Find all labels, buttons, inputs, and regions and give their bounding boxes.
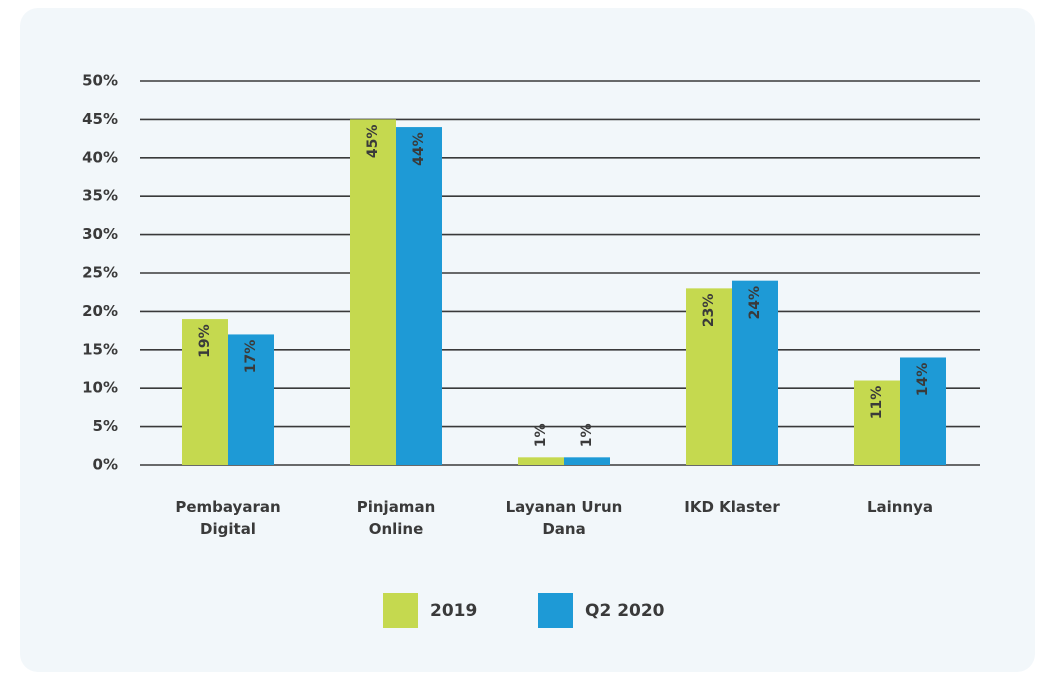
value-label: 14% xyxy=(915,363,931,397)
y-tick-label: 35% xyxy=(82,187,118,205)
bar xyxy=(350,119,396,466)
y-tick-label: 50% xyxy=(82,72,118,90)
x-tick-label: Pembayaran Digital xyxy=(175,498,281,538)
x-tick-label: Pinjaman Online xyxy=(356,498,436,538)
bar xyxy=(732,280,778,465)
bar xyxy=(182,319,228,465)
y-tick-label: 20% xyxy=(82,302,118,320)
value-label: 1% xyxy=(533,423,549,447)
value-label: 45% xyxy=(365,125,381,159)
bar xyxy=(564,457,610,465)
y-tick-label: 0% xyxy=(93,456,118,474)
x-tick-label: Layanan Urun Dana xyxy=(505,498,623,538)
y-tick-label: 10% xyxy=(82,379,118,397)
y-tick-label: 25% xyxy=(82,264,118,282)
legend-label: 2019 xyxy=(430,601,477,621)
bar xyxy=(518,457,564,465)
bar xyxy=(686,288,732,465)
x-tick-label: Lainnya xyxy=(866,498,934,516)
legend-label: Q2 2020 xyxy=(585,601,665,621)
value-label: 1% xyxy=(579,423,595,447)
y-tick-label: 30% xyxy=(82,225,118,243)
y-tick-label: 45% xyxy=(82,110,118,128)
legend-swatch xyxy=(383,593,418,628)
legend-swatch xyxy=(538,593,573,628)
bar xyxy=(228,334,274,465)
x-tick-label: IKD Klaster xyxy=(684,498,780,516)
bar xyxy=(396,127,442,465)
bar xyxy=(854,380,900,465)
y-tick-label: 15% xyxy=(82,340,118,358)
y-tick-label: 5% xyxy=(93,417,118,435)
value-label: 19% xyxy=(197,324,213,358)
value-label: 24% xyxy=(747,286,763,320)
value-label: 23% xyxy=(701,294,717,328)
value-label: 11% xyxy=(869,386,885,420)
value-label: 17% xyxy=(243,340,259,374)
value-label: 44% xyxy=(411,132,427,166)
bar xyxy=(900,357,946,465)
y-tick-label: 40% xyxy=(82,148,118,166)
